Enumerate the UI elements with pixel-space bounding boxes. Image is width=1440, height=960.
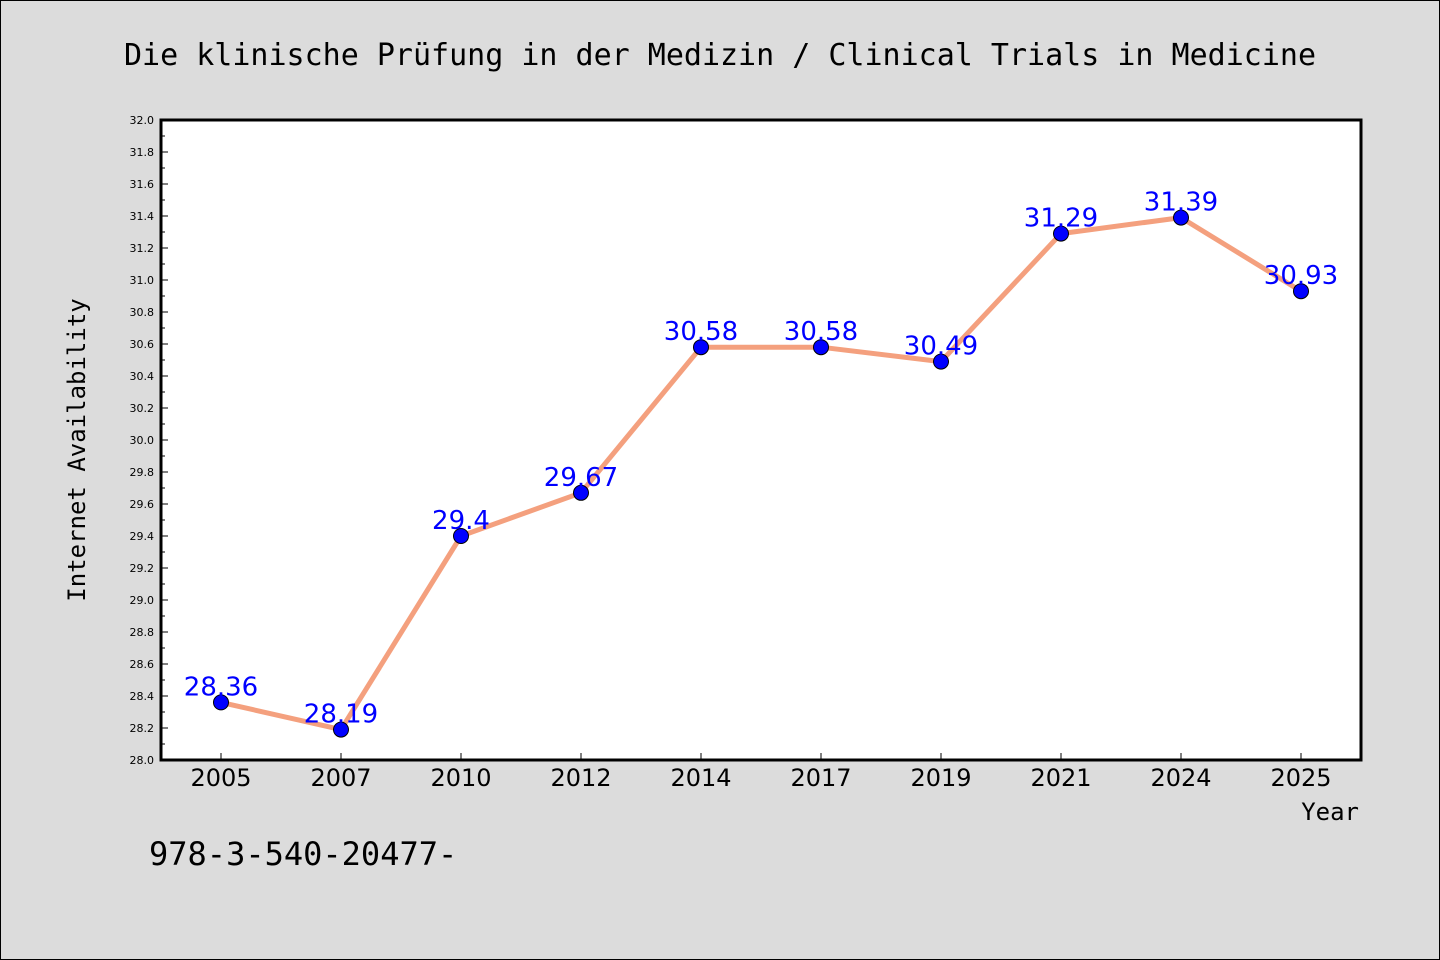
data-labels: 28.36 28.19 29.4 29.67 30.58 30.58 30.49 31.29 3… (184, 188, 1338, 730)
data-point (1293, 283, 1309, 300)
data-label: 28.36 (184, 672, 258, 702)
y-axis-label: Internet Availability (63, 298, 91, 601)
y-tick-label: 30.8 (130, 306, 155, 319)
footer-isbn: 978-3-540-20477- (149, 835, 457, 873)
x-tick-label: 2021 (1030, 764, 1091, 792)
y-tick-label: 30.6 (130, 338, 155, 351)
y-tick-label: 28.8 (130, 626, 155, 639)
y-tick-label: 31.6 (130, 178, 155, 191)
x-tick-label: 2017 (790, 764, 851, 792)
x-axis: 2005 2007 2010 2012 2014 2017 2019 2021 2024 2025 (190, 753, 1332, 792)
y-tick-label: 29.2 (130, 562, 155, 575)
data-label: 31.39 (1144, 188, 1218, 218)
x-tick-label: 2007 (310, 764, 371, 792)
y-tick-label: 28.4 (130, 690, 155, 703)
data-point (1173, 209, 1189, 226)
y-tick-label: 31.4 (130, 210, 155, 223)
data-point (573, 484, 589, 501)
data-label: 28.19 (304, 700, 378, 730)
y-tick-label: 29.4 (130, 530, 155, 543)
y-tick-label: 28.2 (130, 722, 155, 735)
data-point (813, 339, 829, 356)
data-point (693, 339, 709, 356)
y-tick-label: 30.0 (130, 434, 155, 447)
y-tick-label: 30.4 (130, 370, 155, 383)
x-tick-label: 2025 (1270, 764, 1331, 792)
y-tick-label: 31.0 (130, 274, 155, 287)
x-tick-label: 2014 (670, 764, 731, 792)
y-tick-label: 31.8 (130, 146, 155, 159)
data-point (213, 694, 229, 711)
data-point (1053, 225, 1069, 242)
data-label: 30.49 (904, 332, 978, 362)
data-point (453, 528, 469, 544)
plot-area (159, 118, 1363, 762)
x-tick-label: 2024 (1150, 764, 1211, 792)
x-tick-label: 2010 (430, 764, 491, 792)
y-tick-label: 28.0 (130, 754, 155, 767)
y-tick-label: 32.0 (130, 114, 155, 127)
y-tick-label: 29.0 (130, 594, 155, 607)
data-label: 29.67 (544, 463, 618, 493)
data-point (933, 353, 949, 370)
data-label: 30.58 (784, 317, 858, 347)
y-tick-label: 29.6 (130, 498, 155, 511)
chart-title: Die klinische Prüfung in der Medizin / C… (124, 38, 1316, 73)
data-label: 30.93 (1264, 261, 1338, 291)
x-tick-label: 2012 (550, 764, 611, 792)
x-axis-label: Year (1301, 798, 1359, 826)
series-layer (213, 209, 1309, 738)
x-tick-label: 2005 (190, 764, 251, 792)
data-label: 29.4 (432, 506, 490, 536)
y-tick-label: 31.2 (130, 242, 155, 255)
series-line (218, 215, 1304, 733)
y-axis: 28.0 28.2 28.4 28.6 28.8 29.0 29.2 29.4 29.6 29.8… (130, 114, 168, 767)
y-tick-label: 30.2 (130, 402, 155, 415)
data-point (333, 721, 349, 738)
y-tick-label: 29.8 (130, 466, 155, 479)
y-tick-label: 28.6 (130, 658, 155, 671)
data-label: 30.58 (664, 317, 738, 347)
x-tick-label: 2019 (910, 764, 971, 792)
data-label: 31.29 (1024, 204, 1098, 234)
